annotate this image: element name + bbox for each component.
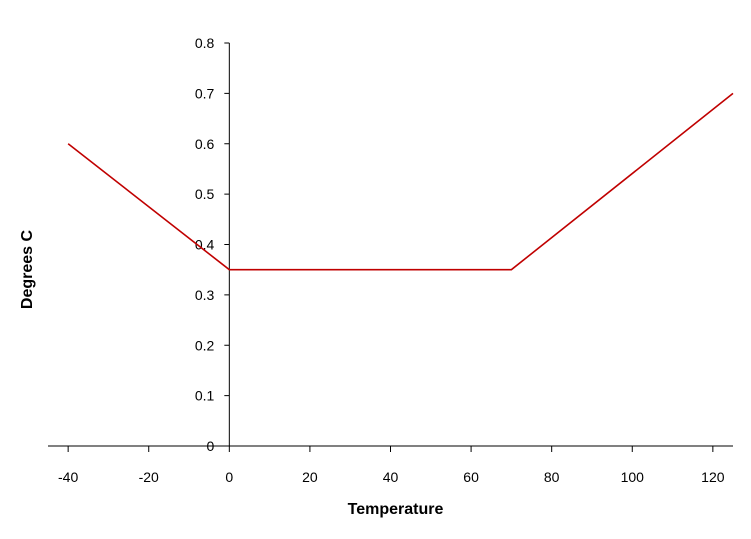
x-axis-ticks: -40 -20 0 20 40 60 80 100 120 — [58, 446, 725, 485]
series-line — [67, 92, 734, 271]
x-tick-label: 100 — [621, 469, 645, 485]
y-axis-label: Degrees C — [19, 229, 36, 309]
y-tick-label: 0.6 — [195, 136, 215, 152]
y-tick-label: 0.4 — [195, 237, 215, 253]
y-tick-label: 0.5 — [195, 186, 215, 202]
series-group — [67, 92, 734, 271]
x-tick-label: 40 — [383, 469, 399, 485]
axes — [48, 43, 733, 447]
x-tick-label: 20 — [302, 469, 318, 485]
y-tick-label: 0.3 — [195, 287, 215, 303]
y-tick-label: 0.1 — [195, 388, 215, 404]
y-tick-label: 0.2 — [195, 337, 215, 353]
x-tick-label: 120 — [701, 469, 725, 485]
x-tick-label: 80 — [544, 469, 560, 485]
x-tick-label: -40 — [58, 469, 78, 485]
x-tick-label: -20 — [139, 469, 159, 485]
x-axis-label: Temperature — [348, 501, 444, 518]
y-tick-label: 0.8 — [195, 35, 215, 51]
x-tick-label: 0 — [225, 469, 233, 485]
x-tick-label: 60 — [463, 469, 479, 485]
y-tick-label: 0.7 — [195, 85, 215, 101]
y-tick-label: 0 — [207, 438, 215, 454]
y-axis-ticks: 0 0.1 0.2 0.3 0.4 0.5 0.6 0.7 0.8 — [195, 35, 230, 454]
